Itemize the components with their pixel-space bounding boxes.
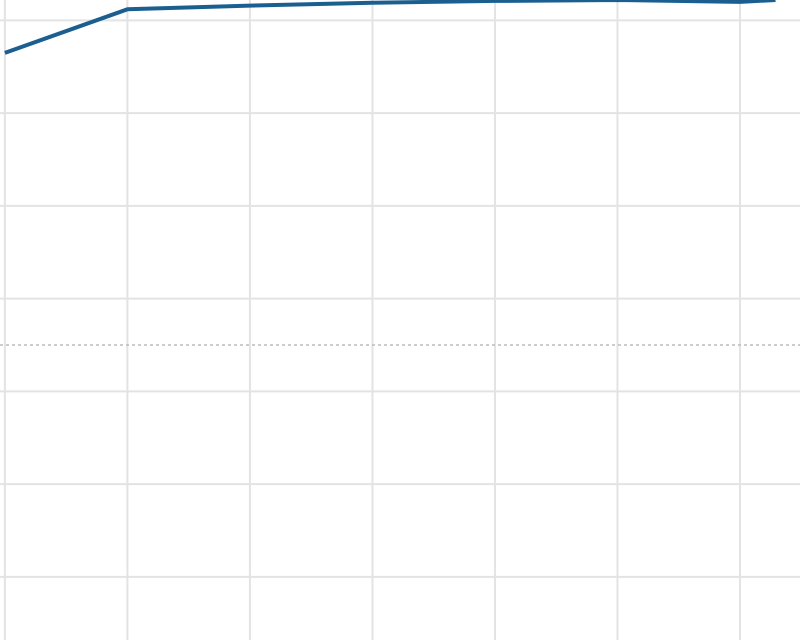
data-line xyxy=(4,0,776,55)
